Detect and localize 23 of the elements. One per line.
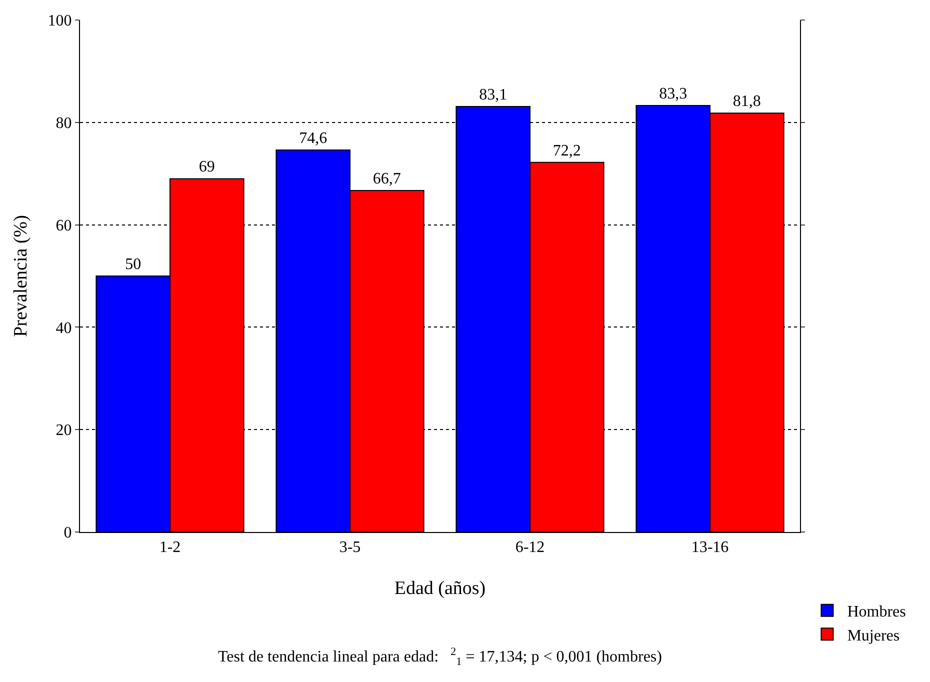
data-label: 81,8 <box>732 93 761 110</box>
data-label: 74,6 <box>299 130 328 148</box>
x-tick-label: 1-2 <box>159 539 181 556</box>
x-tick-label: 6-12 <box>515 539 545 556</box>
y-tick-label: 80 <box>56 115 72 132</box>
x-tick-label: 13-16 <box>691 539 729 556</box>
data-label: 50 <box>125 256 142 273</box>
y-tick-label: 0 <box>64 524 72 542</box>
data-label: 66,7 <box>372 170 401 188</box>
legend-label: Hombres <box>847 604 906 621</box>
y-tick-label: 100 <box>48 12 72 30</box>
y-tick-label: 60 <box>56 217 72 234</box>
x-axis-title: Edad (años) <box>394 578 486 599</box>
y-tick-label: 40 <box>56 320 72 337</box>
y-tick-label: 20 <box>56 422 72 440</box>
x-tick-label: 3-5 <box>339 539 361 556</box>
y-axis-title: Prevalencia (%) <box>10 215 32 337</box>
text: Test de tendencia lineal para edad: $^{2}$$_{1}$ = 17,134; p < 0,001 (hombres) <box>218 646 662 668</box>
data-label: 83,3 <box>659 86 688 102</box>
data-label: 72,2 <box>552 142 581 160</box>
data-label: 69 <box>198 158 215 176</box>
data-label: 83,1 <box>479 86 508 104</box>
legend-label: Mujeres <box>847 627 900 644</box>
